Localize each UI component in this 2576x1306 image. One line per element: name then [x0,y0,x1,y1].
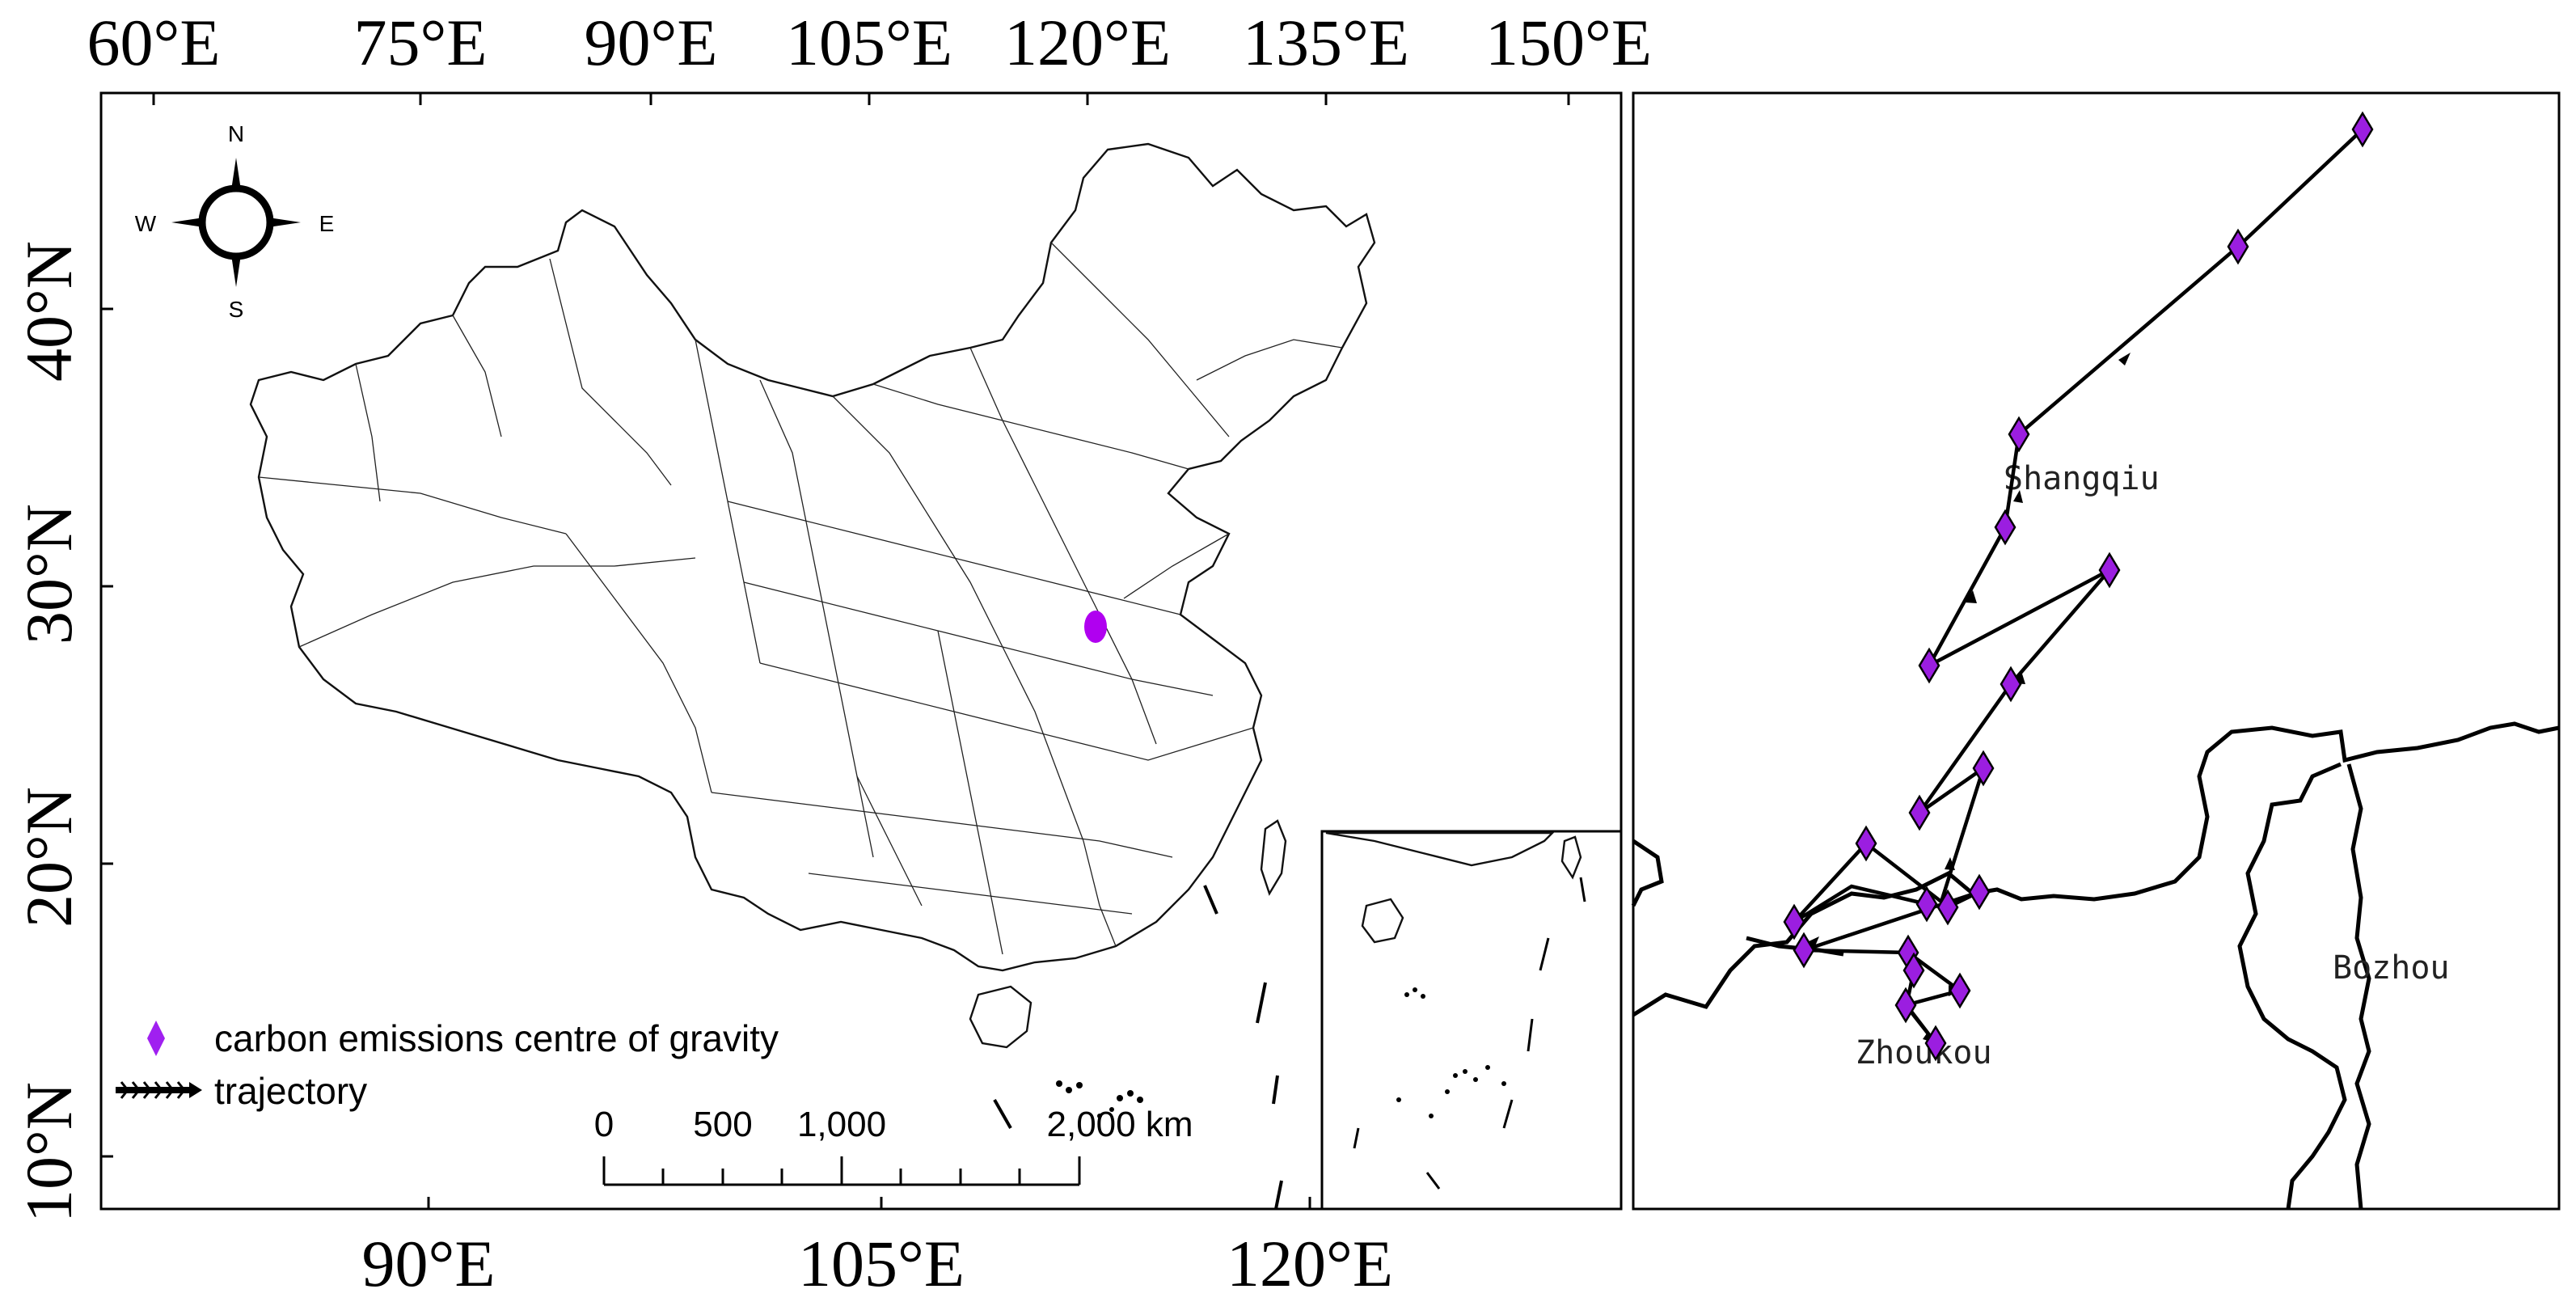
detail-map-panel: Shangqiu Zhoukou Bozhou [1631,91,2561,1211]
main-map-panel: N S W E carbon emissions centre of gravi… [99,91,1623,1211]
island-dots [1056,1080,1143,1118]
gravity-marker-10 [1855,825,1877,862]
trajectory-line [1793,128,2364,1045]
gravity-marker-8 [1972,750,1995,787]
main-gravity-cluster [1084,611,1107,643]
dash-marks [993,885,1283,1210]
gravity-marker-3 [2008,416,2030,453]
city-label-shangqiu: Shangqiu [2004,460,2160,497]
top-tick-135e: 135°E [1243,6,1409,79]
bottom-tick-90e: 90°E [362,1227,496,1300]
taiwan-island [1260,819,1287,896]
bottom-tick-120e: 120°E [1227,1227,1393,1300]
gravity-marker-15 [1793,932,1815,969]
top-tick-75e: 75°E [354,6,488,79]
top-tick-60e: 60°E [87,6,221,79]
inner-boundaries [258,242,1343,955]
left-tick-labels: 40°N 30°N 20°N 10°N [12,241,86,1223]
legend-trajectory-arrow [116,1081,202,1099]
gravity-marker-5 [2098,552,2121,589]
compass-s: S [229,297,244,322]
gravity-marker-19 [1894,987,1917,1024]
gravity-marker-1 [2351,111,2374,148]
gravity-marker-2 [2227,228,2249,265]
hainan-island [969,985,1033,1049]
frame-tick-marks [101,93,1570,1209]
scale-bar: 0 500 1,000 2,000 km [594,1105,1193,1186]
top-tick-150e: 150°E [1485,6,1652,79]
gravity-marker-20 [1924,1025,1947,1062]
detail-map-frame [1632,91,2561,1211]
legend-trajectory-label: trajectory [214,1070,367,1112]
gravity-marker-7 [2000,666,2022,703]
gravity-marker-17 [1902,952,1925,989]
legend-gravity-marker [147,1021,165,1056]
compass-n: N [228,121,244,146]
gravity-marker-9 [1908,794,1931,831]
detail-markers [1783,111,2374,1062]
left-tick-40n: 40°N [12,241,86,382]
city-label-zhoukou: Zhoukou [1856,1034,1992,1071]
top-tick-105e: 105°E [786,6,952,79]
gravity-marker-14 [1783,903,1805,940]
compass-rose: N S W E [135,121,335,322]
gravity-marker-4 [1994,509,2016,546]
compass-e: E [319,211,335,236]
top-tick-120e: 120°E [1004,6,1171,79]
scale-label-500: 500 [693,1105,752,1144]
top-tick-90e: 90°E [585,6,718,79]
legend-gravity-label: carbon emissions centre of gravity [214,1017,779,1059]
scale-label-1000: 1,000 [797,1105,886,1144]
compass-w: W [135,211,157,236]
scale-label-2000: 2,000 km [1047,1105,1193,1144]
china-outline [249,142,1376,972]
gravity-marker-12 [1915,885,1938,923]
legend: carbon emissions centre of gravity traje… [116,1017,779,1112]
left-tick-20n: 20°N [12,787,86,928]
inset-map [1320,830,1623,1211]
scale-label-0: 0 [594,1105,614,1144]
top-tick-labels: 60°E 75°E 90°E 105°E 120°E 135°E 150°E [87,6,1652,79]
city-label-bozhou: Bozhou [2333,949,2450,987]
trajectory [1793,128,2364,1045]
left-tick-30n: 30°N [12,504,86,645]
gravity-marker-13 [1936,889,1959,926]
main-map-frame [99,91,1623,1211]
gravity-marker-18 [1949,972,1971,1009]
bottom-tick-labels: 90°E 105°E 120°E [362,1227,1393,1300]
gravity-marker-6 [1918,647,1940,684]
bottom-tick-105e: 105°E [798,1227,965,1300]
left-tick-10n: 10°N [12,1082,86,1223]
gravity-marker-11 [1968,873,1991,911]
